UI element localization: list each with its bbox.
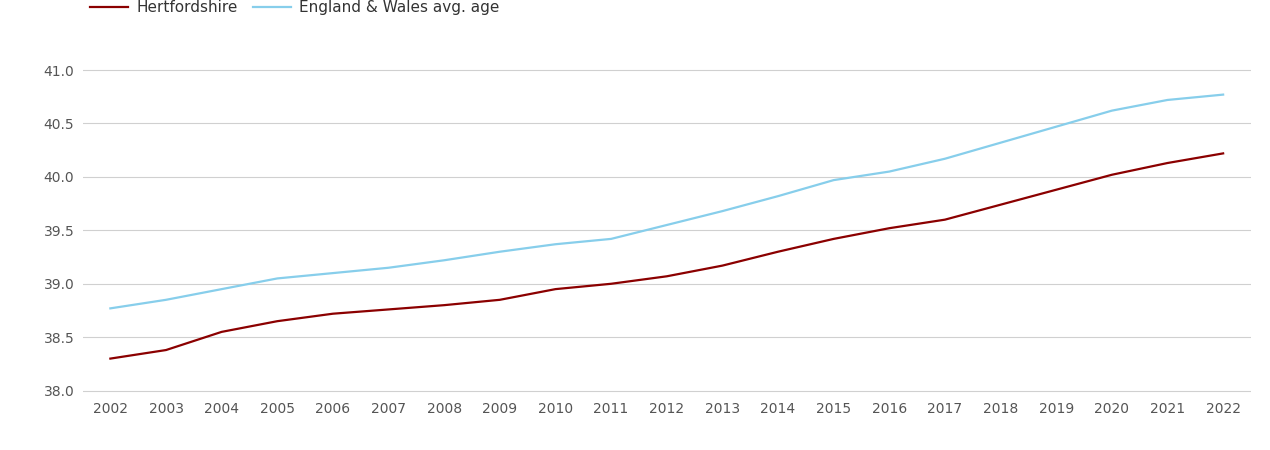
Legend: Hertfordshire, England & Wales avg. age: Hertfordshire, England & Wales avg. age xyxy=(90,0,499,15)
